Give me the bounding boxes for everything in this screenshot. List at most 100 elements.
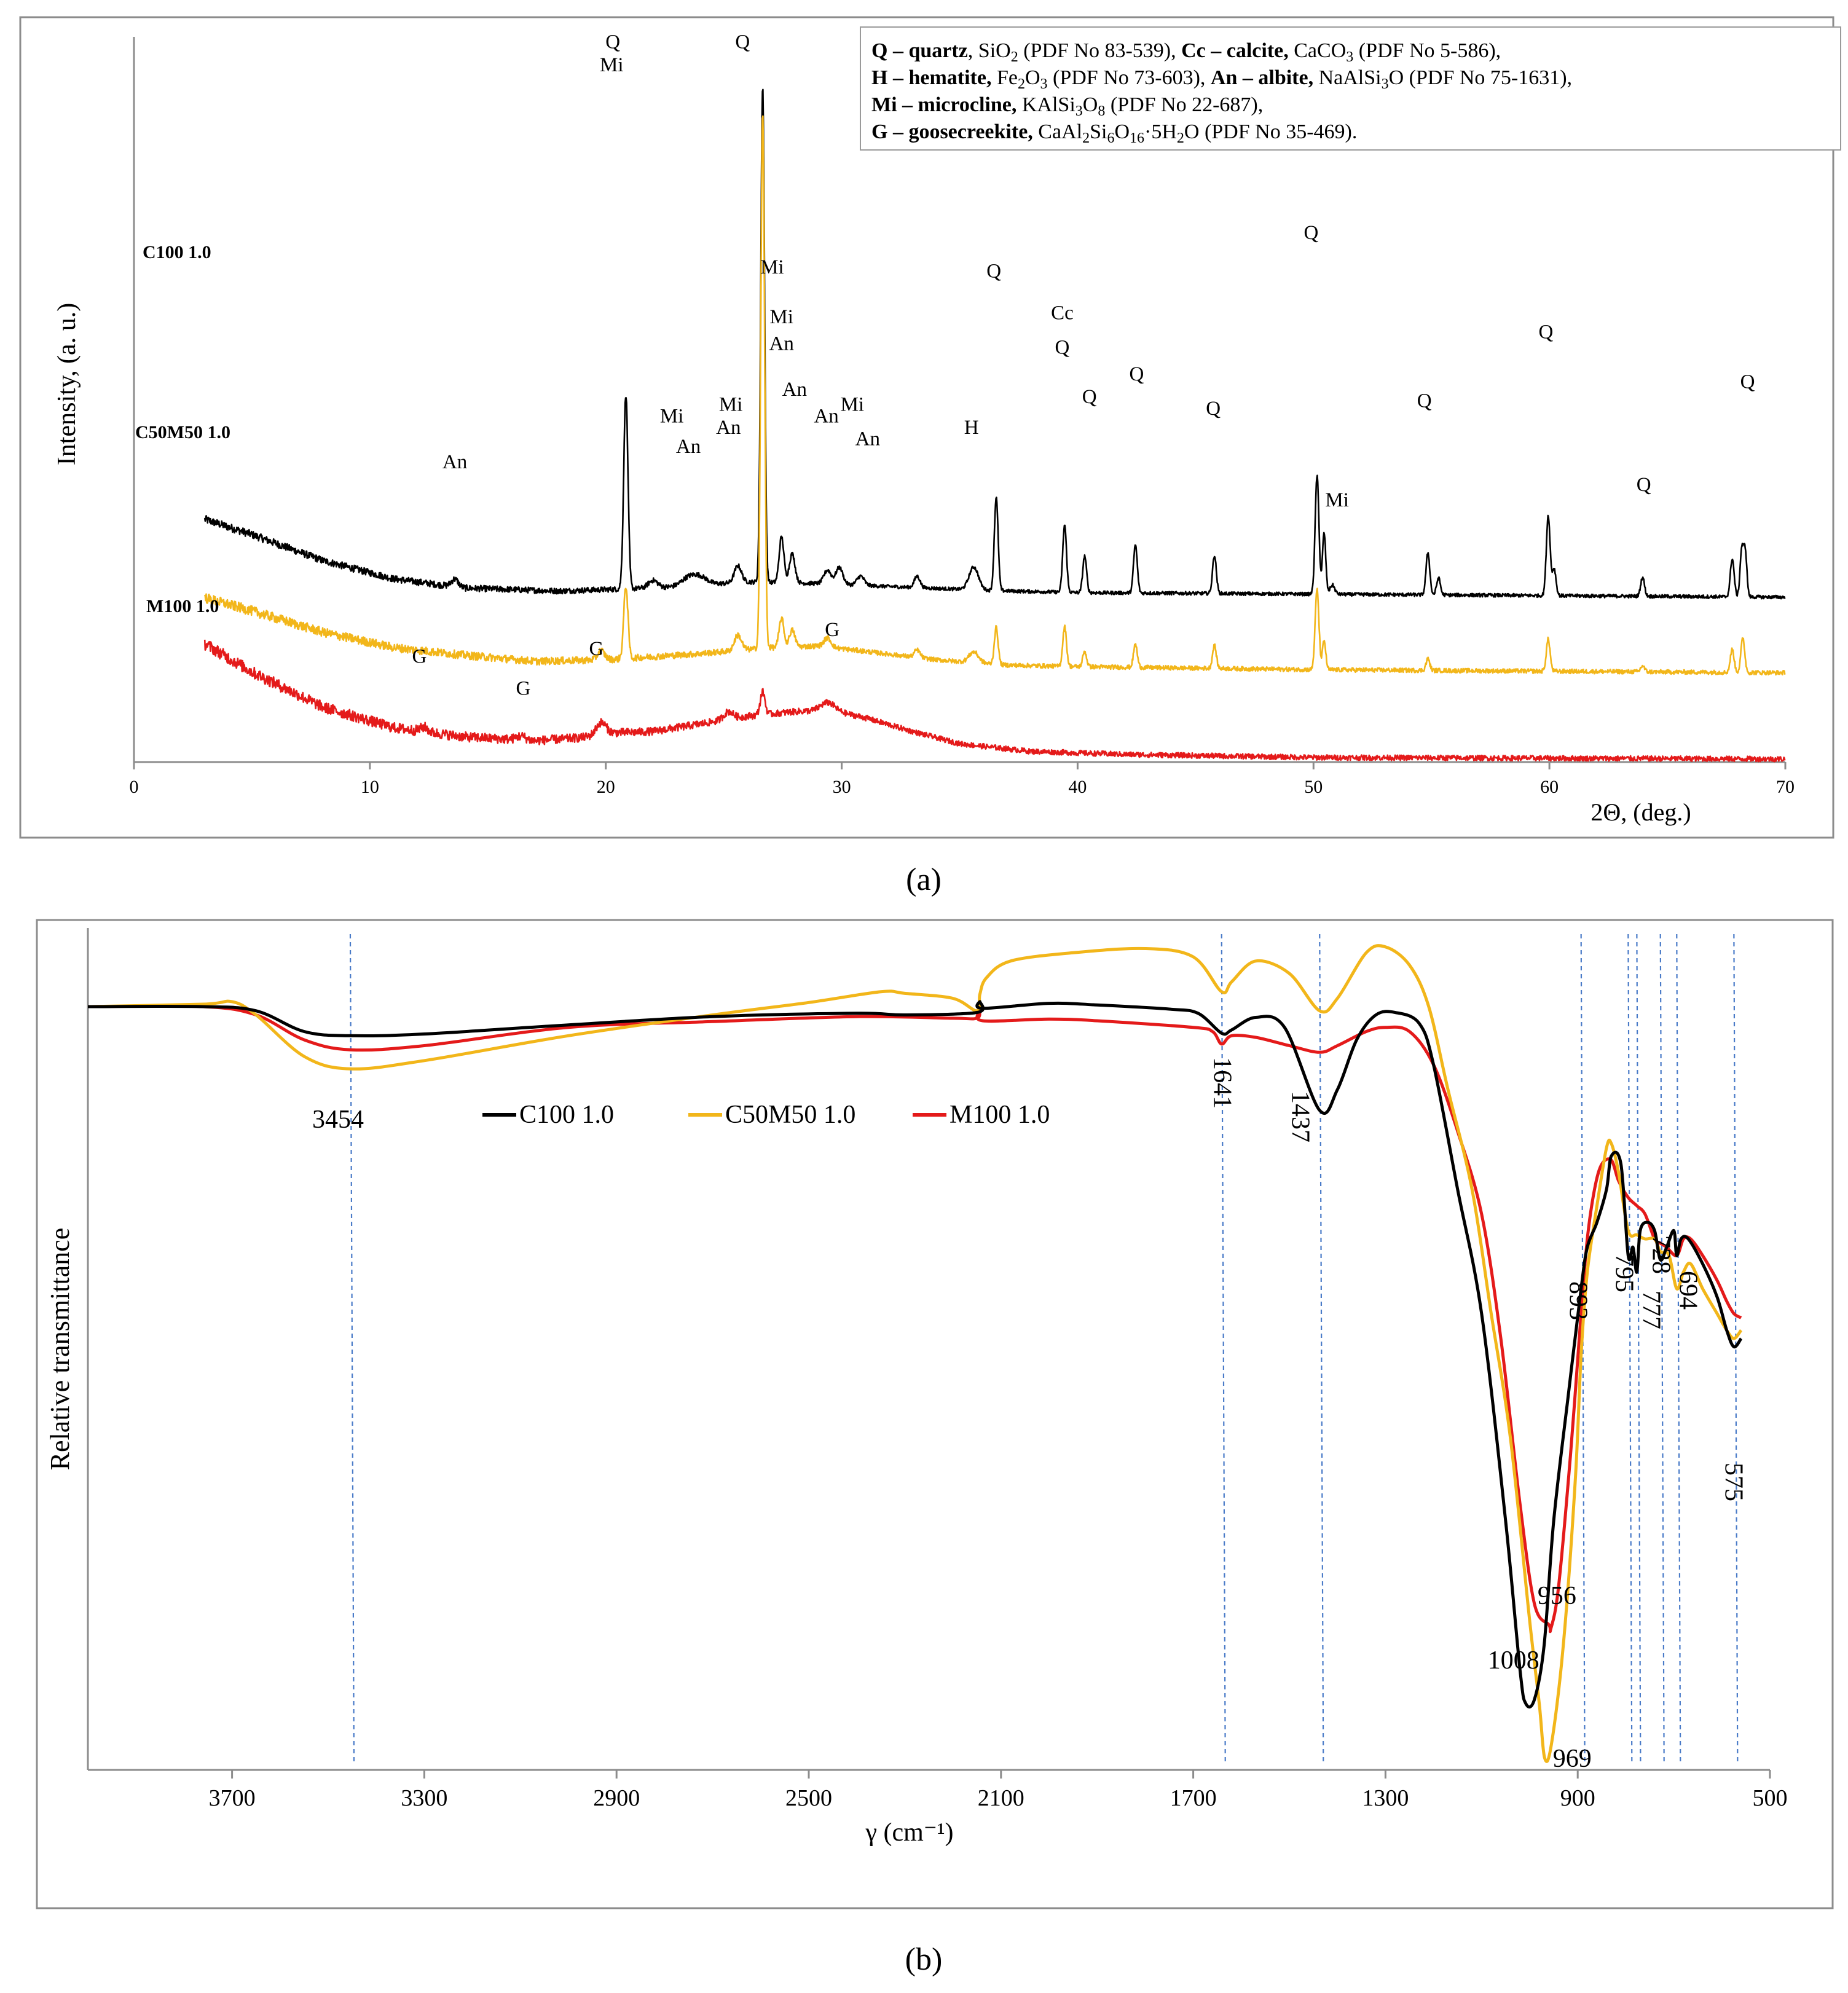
xrd-panel: 0 10 20 30 40 50 60 70 QMiQAnMiAnMiAnMiMiAnAnAn… (19, 16, 1841, 839)
series-label-c50m50: C50M50 1.0 (135, 422, 230, 442)
xrd-peak-label: An (782, 379, 807, 401)
ftir-legend-label: C50M50 1.0 (725, 1101, 855, 1129)
ftir-series-c100 (87, 1000, 1743, 1708)
xrd-peak-label: Q (1055, 336, 1070, 358)
ftir-band-label: 795 (1610, 1254, 1638, 1292)
xrd-axes: 0 10 20 30 40 50 60 70 (130, 37, 1795, 797)
xrd-legend-line: Mi – microcline, KAlSi3O8 (PDF No 22-687… (871, 93, 1263, 119)
xrd-peak-label: Cc (1051, 302, 1074, 324)
ftir-band-label: 893 (1564, 1281, 1592, 1320)
xrd-x-tick-label: 50 (1304, 777, 1323, 797)
series-label-m100: M100 1.0 (146, 596, 219, 616)
xrd-x-tick-label: 60 (1540, 777, 1559, 797)
band-guide-line (1580, 934, 1586, 1763)
xrd-peak-label: Q (1206, 398, 1221, 420)
xrd-legend-box (860, 26, 1841, 151)
band-guide-line (1733, 934, 1739, 1763)
xrd-panel-frame (19, 16, 1834, 839)
ftir-band-label: 969 (1553, 1745, 1592, 1773)
xrd-peak-label: An (855, 428, 880, 450)
xrd-peak-label: Q (605, 31, 620, 53)
xrd-legend-line: H – hematite, Fe2O3 (PDF No 73-603), An … (871, 66, 1572, 92)
ftir-legend: C100 1.0 C50M50 1.0 M100 1.0 (482, 1101, 1050, 1129)
ftir-band-label: 956 (1538, 1582, 1576, 1610)
ftir-band-label: 1008 (1488, 1646, 1539, 1675)
xrd-peak-label: G (589, 638, 604, 660)
ftir-band-label: 1641 (1208, 1057, 1237, 1109)
ftir-x-axis-label: γ (cm⁻¹) (865, 1818, 953, 1847)
ftir-band-label: 728 (1647, 1235, 1675, 1274)
ftir-series-group (87, 944, 1743, 1763)
ftir-legend-label: M100 1.0 (950, 1101, 1050, 1129)
ftir-panel: 3700 3300 2900 2500 2100 1700 1300 900 500 3454 1… (36, 919, 1834, 1909)
xrd-peak-label: Q (1637, 474, 1651, 496)
series-label-c100: C100 1.0 (143, 242, 211, 262)
xrd-peak-label: G (516, 678, 530, 700)
xrd-peak-label: Q (1304, 222, 1319, 244)
band-guide-line (1319, 934, 1324, 1763)
xrd-peak-label: Mi (660, 405, 684, 427)
xrd-legend: Q – quartz, SiO2 (PDF No 83-539), Cc – c… (860, 26, 1841, 151)
ftir-x-tick-label: 2100 (978, 1785, 1024, 1811)
ftir-x-tick-label: 3300 (401, 1785, 447, 1811)
xrd-x-tick-label: 70 (1776, 777, 1795, 797)
xrd-series-m100 (203, 639, 1786, 763)
xrd-peak-label: Mi (1325, 489, 1349, 511)
xrd-peak-label: An (716, 417, 741, 439)
band-guide-line (349, 934, 355, 1763)
xrd-x-tick-label: 10 (361, 777, 379, 797)
band-guide-line (1636, 934, 1642, 1763)
xrd-series-group (203, 88, 1786, 763)
band-guide-line (1676, 934, 1681, 1763)
ftir-panel-frame (36, 919, 1834, 1909)
xrd-series-c50m50 (203, 115, 1786, 676)
ftir-band-label: 777 (1637, 1291, 1665, 1329)
ftir-band-label: 694 (1673, 1271, 1702, 1310)
ftir-band-label: 3454 (312, 1106, 364, 1134)
ftir-x-tick-label: 1700 (1170, 1785, 1217, 1811)
xrd-peak-label: Mi (600, 54, 624, 76)
xrd-peak-label: G (825, 619, 839, 641)
ftir-series-c50m50 (87, 944, 1743, 1763)
xrd-peak-label: Q (1129, 363, 1144, 385)
band-guide-line (1627, 934, 1633, 1763)
xrd-x-tick-label: 40 (1068, 777, 1087, 797)
ftir-band-guides (349, 934, 1739, 1763)
band-guide-line (1221, 934, 1226, 1763)
xrd-peak-label: Q (1082, 386, 1097, 408)
xrd-x-tick-label: 0 (130, 777, 139, 797)
xrd-legend-lines: Q – quartz, SiO2 (PDF No 83-539), Cc – c… (871, 39, 1572, 146)
ftir-legend-label: C100 1.0 (519, 1101, 614, 1129)
xrd-x-tick-label: 30 (833, 777, 851, 797)
ftir-axes: 3700 3300 2900 2500 2100 1700 1300 900 500 (87, 928, 1788, 1811)
panel-a-label: (a) (906, 862, 942, 897)
xrd-x-tick-label: 20 (597, 777, 615, 797)
xrd-y-axis-label: Intensity, (a. u.) (53, 303, 81, 465)
xrd-peak-label: An (769, 332, 794, 355)
xrd-peak-label: Q (1417, 390, 1432, 412)
xrd-peak-label: H (964, 417, 979, 439)
xrd-peak-label: G (412, 646, 427, 668)
xrd-peak-label: Q (735, 31, 750, 53)
xrd-peak-label: Mi (760, 256, 784, 278)
ftir-x-tick-label: 3700 (209, 1785, 256, 1811)
xrd-peak-labels: QMiQAnMiAnMiAnMiMiAnAnAnMiAnHQCcQQQQQMiQ… (412, 31, 1755, 700)
ftir-band-label: 1437 (1286, 1091, 1314, 1142)
ftir-x-tick-label: 2500 (785, 1785, 832, 1811)
xrd-peak-label: Mi (841, 394, 865, 416)
ftir-x-tick-label: 2900 (593, 1785, 640, 1811)
ftir-band-label: 575 (1719, 1463, 1747, 1501)
xrd-legend-line: G – goosecreekite, CaAl2Si6O16·5H2O (PDF… (871, 120, 1357, 146)
xrd-peak-label: An (442, 451, 467, 473)
ftir-x-tick-label: 900 (1560, 1785, 1595, 1811)
xrd-legend-line: Q – quartz, SiO2 (PDF No 83-539), Cc – c… (871, 39, 1501, 65)
xrd-peak-label: Q (1538, 321, 1553, 344)
xrd-x-axis-label: 2Θ, (deg.) (1590, 798, 1691, 826)
xrd-peak-label: Mi (719, 394, 743, 416)
xrd-peak-label: An (814, 405, 838, 427)
panel-b-label: (b) (905, 1942, 943, 1977)
xrd-peak-label: Mi (769, 306, 793, 328)
xrd-peak-label: Q (986, 260, 1001, 282)
